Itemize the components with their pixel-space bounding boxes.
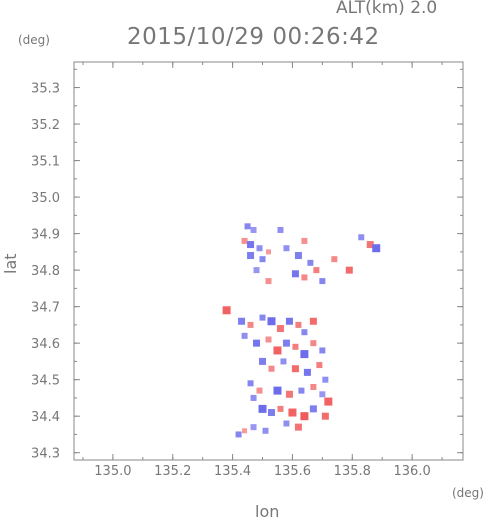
plot-frame bbox=[73, 61, 464, 461]
data-cell bbox=[300, 350, 309, 359]
data-cell bbox=[322, 376, 329, 383]
data-cell bbox=[267, 317, 276, 326]
data-cell bbox=[298, 387, 305, 394]
data-cell bbox=[331, 256, 338, 263]
x-tick-label: 135.0 bbox=[94, 464, 131, 479]
data-cell bbox=[247, 380, 254, 387]
data-cell bbox=[301, 274, 308, 281]
data-cell bbox=[285, 390, 293, 398]
data-cell bbox=[283, 245, 290, 252]
x-tick-label: 136.0 bbox=[394, 464, 431, 479]
data-cell bbox=[309, 317, 317, 325]
data-cell bbox=[247, 252, 255, 260]
data-cell bbox=[310, 340, 317, 347]
y-tick-label: 34.6 bbox=[31, 337, 60, 352]
data-cell bbox=[258, 404, 267, 413]
y-tick-label: 34.7 bbox=[31, 301, 60, 316]
data-cell bbox=[280, 358, 287, 365]
data-cell bbox=[250, 226, 257, 233]
data-cell bbox=[247, 321, 254, 328]
data-cell bbox=[253, 267, 260, 274]
data-cell bbox=[268, 365, 275, 372]
data-cell bbox=[309, 405, 317, 413]
x-tick-label: 135.2 bbox=[154, 464, 191, 479]
y-tick-label: 34.8 bbox=[31, 264, 60, 279]
data-cell bbox=[273, 386, 282, 395]
data-cell bbox=[366, 241, 374, 249]
data-cell bbox=[265, 336, 272, 343]
y-tick-label: 34.9 bbox=[31, 228, 60, 243]
data-cell bbox=[283, 420, 290, 427]
data-cell bbox=[292, 343, 299, 350]
data-cell bbox=[288, 408, 297, 417]
data-cell bbox=[253, 339, 261, 347]
data-cell bbox=[276, 325, 284, 333]
y-tick-label: 35.2 bbox=[31, 118, 60, 133]
data-cell bbox=[250, 424, 257, 431]
data-cell bbox=[262, 427, 269, 434]
y-tick-label: 34.4 bbox=[31, 410, 60, 425]
y-unit-label: (deg) bbox=[18, 33, 50, 47]
data-cell bbox=[345, 266, 353, 274]
data-cell bbox=[294, 423, 302, 431]
data-cell bbox=[372, 244, 381, 253]
data-cell bbox=[319, 278, 326, 285]
data-cell bbox=[307, 259, 314, 266]
y-tick-label: 34.5 bbox=[31, 374, 60, 389]
data-cell bbox=[291, 270, 299, 278]
chart-title: 2015/10/29 00:26:42 bbox=[127, 24, 380, 50]
altitude-label: ALT(km) 2.0 bbox=[336, 0, 438, 18]
x-unit-label: (deg) bbox=[452, 486, 484, 500]
data-cell bbox=[282, 339, 290, 347]
data-cell bbox=[277, 226, 284, 233]
data-cell bbox=[241, 237, 248, 244]
data-cell bbox=[321, 412, 329, 420]
data-cell bbox=[273, 346, 282, 355]
data-cell bbox=[303, 368, 311, 376]
data-cell bbox=[247, 241, 255, 249]
data-cell bbox=[294, 252, 302, 260]
data-cell bbox=[285, 317, 293, 325]
y-tick-label: 35.0 bbox=[31, 191, 60, 206]
data-cell bbox=[222, 306, 231, 315]
x-tick-label: 135.4 bbox=[214, 464, 251, 479]
data-cell bbox=[295, 321, 302, 328]
data-cell bbox=[319, 391, 326, 398]
data-cell bbox=[265, 278, 272, 285]
data-cell bbox=[313, 267, 320, 274]
data-cell bbox=[358, 234, 365, 241]
data-cell bbox=[301, 237, 308, 244]
data-cell bbox=[256, 387, 263, 394]
data-cell bbox=[244, 223, 251, 230]
data-cell bbox=[291, 365, 299, 373]
data-cell bbox=[259, 314, 266, 321]
data-cell bbox=[310, 383, 317, 390]
data-cell bbox=[277, 405, 284, 412]
data-cell bbox=[238, 317, 246, 325]
data-cell bbox=[266, 249, 271, 255]
x-tick-label: 135.6 bbox=[274, 464, 311, 479]
y-tick-label: 34.3 bbox=[31, 447, 60, 462]
data-cell bbox=[242, 428, 248, 434]
y-tick-label: 35.3 bbox=[31, 82, 60, 97]
x-tick-label: 135.8 bbox=[334, 464, 371, 479]
data-cell bbox=[319, 347, 326, 354]
data-cell bbox=[259, 256, 266, 263]
data-cell bbox=[250, 394, 257, 401]
data-cell bbox=[241, 332, 248, 339]
data-cell bbox=[300, 412, 309, 421]
data-cell bbox=[316, 362, 323, 369]
data-cell bbox=[235, 431, 242, 438]
data-cell bbox=[259, 357, 267, 365]
data-cell bbox=[324, 397, 333, 406]
data-cell bbox=[301, 329, 308, 336]
x-axis-label: lon bbox=[255, 502, 280, 521]
data-cell bbox=[256, 245, 263, 252]
data-cell bbox=[267, 409, 275, 417]
y-tick-label: 35.1 bbox=[31, 155, 60, 170]
